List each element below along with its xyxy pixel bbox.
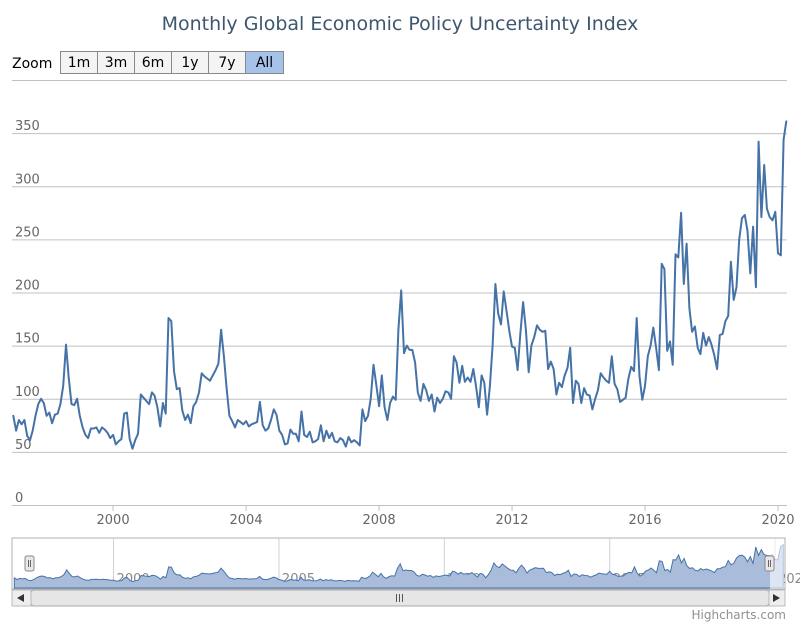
zoom-button-label: 1m	[68, 55, 91, 71]
arrow-right-icon	[773, 594, 780, 602]
y-tick-label: 350	[15, 119, 40, 134]
zoom-button-label: 6m	[142, 55, 165, 71]
zoom-button-1m[interactable]: 1m	[60, 51, 98, 74]
x-tick-label: 2000	[97, 513, 130, 528]
y-tick-label: 100	[15, 385, 40, 400]
x-tick-label: 2020	[761, 513, 794, 528]
zoom-label: Zoom	[12, 56, 52, 72]
zoom-button-label: All	[256, 55, 273, 71]
series-line	[12, 120, 788, 450]
zoom-button-label: 1y	[181, 55, 198, 71]
navigator-handle-left[interactable]	[24, 555, 35, 572]
scrollbar[interactable]	[11, 589, 786, 607]
zoom-button-label: 7y	[218, 55, 235, 71]
y-tick-label: 0	[15, 491, 23, 506]
x-tick-label: 2016	[628, 513, 661, 528]
navigator-area	[13, 543, 784, 589]
navigator-handle-right[interactable]	[764, 555, 775, 572]
zoom-button-label: 3m	[105, 55, 128, 71]
y-tick-label: 250	[15, 225, 40, 240]
scrollbar-grip-icon	[396, 594, 403, 602]
x-tick-label: 2008	[363, 513, 396, 528]
scroll-right-button[interactable]	[768, 589, 786, 607]
y-axis: 0 50 100 150 200 250 300 350	[15, 119, 40, 506]
x-tick-label: 2004	[230, 513, 263, 528]
zoom-button-3m[interactable]: 3m	[97, 51, 135, 74]
zoom-button-6m[interactable]: 6m	[134, 51, 172, 74]
zoom-button-7y[interactable]: 7y	[208, 51, 246, 74]
zoom-button-1y[interactable]: 1y	[171, 51, 209, 74]
navigator[interactable]: 20002005201020152020	[11, 537, 800, 590]
navigator-mask-right	[770, 539, 784, 589]
chart-title: Monthly Global Economic Policy Uncertain…	[162, 13, 639, 35]
navigator-outline	[11, 537, 786, 590]
scroll-left-button[interactable]	[11, 589, 32, 607]
y-tick-label: 300	[15, 172, 40, 187]
y-tick-label: 200	[15, 279, 40, 294]
x-axis: 2000 2004 2008 2012 2016 2020	[12, 505, 795, 528]
arrow-left-icon	[17, 594, 24, 602]
zoom-button-All[interactable]: All	[245, 51, 284, 74]
y-tick-label: 50	[15, 438, 32, 453]
y-tick-label: 150	[15, 332, 40, 347]
zoom-button-group: 1m 3m 6m 1y 7y All	[60, 51, 284, 74]
x-tick-label: 2012	[495, 513, 528, 528]
grid-lines	[12, 80, 787, 506]
credits-link[interactable]: Highcharts.com	[692, 608, 786, 622]
